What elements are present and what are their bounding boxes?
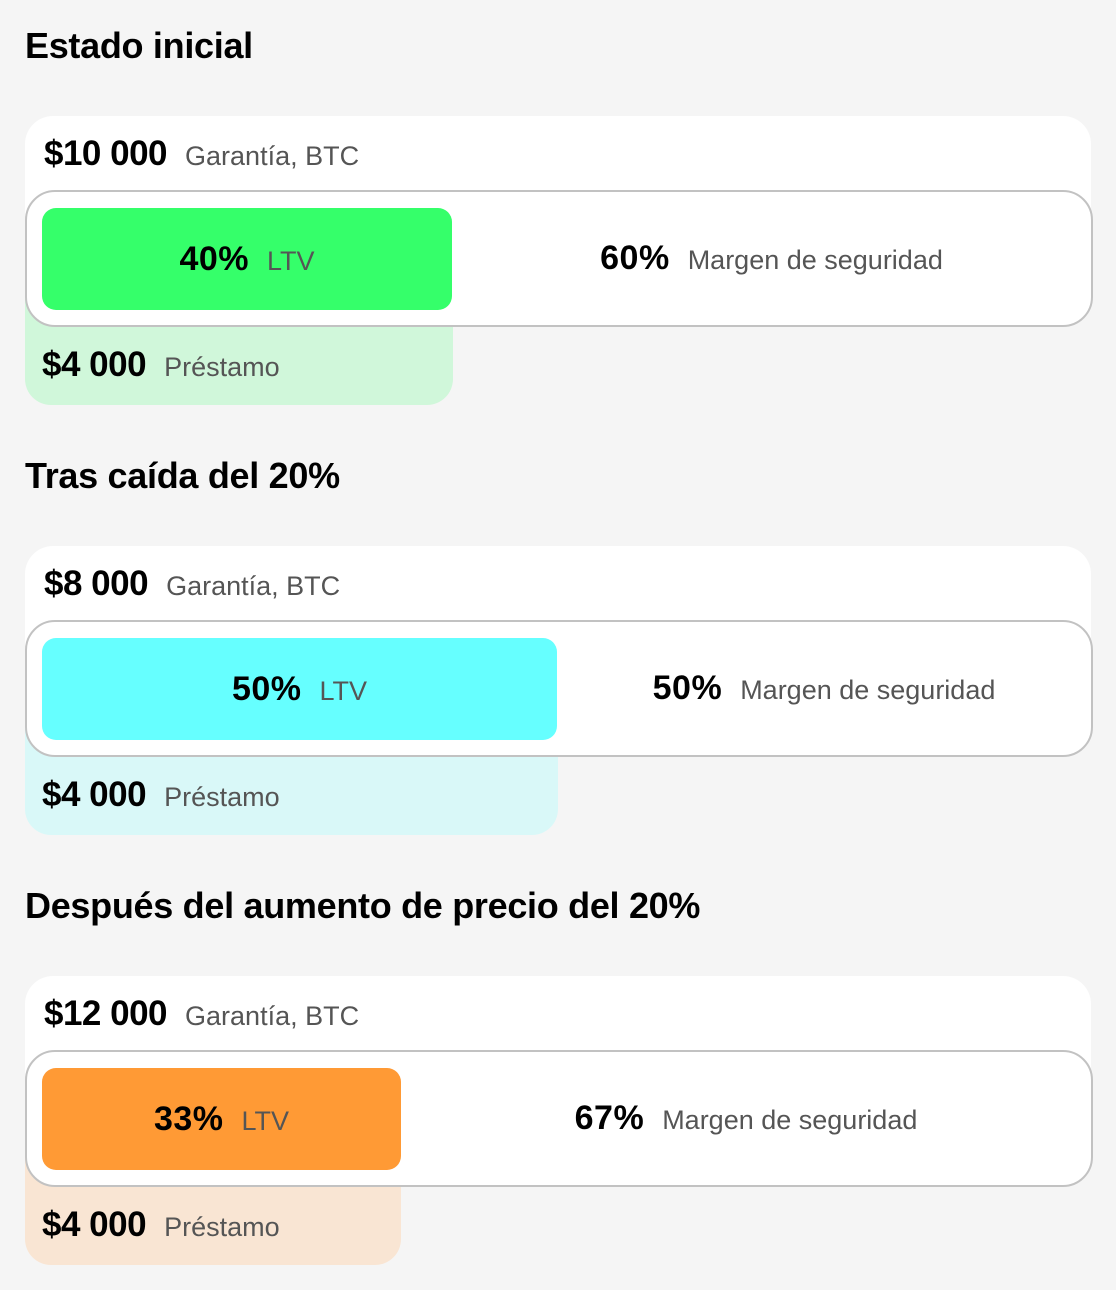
collateral-info: $8 000 Garantía, BTC [44, 564, 340, 604]
loan-label: Préstamo [164, 1212, 280, 1242]
ltv-fill: 40% LTV [42, 208, 452, 310]
ltv-bar: 50% LTV 50% Margen de seguridad [25, 620, 1093, 757]
ltv-percent: 33% [153, 1099, 224, 1138]
collateral-amount: $8 000 [44, 564, 149, 603]
section-after-drop: Tras caída del 20% $4 000 Préstamo $8 00… [0, 430, 1116, 860]
section-after-increase: Después del aumento de precio del 20% $4… [0, 860, 1116, 1290]
loan-info: $4 000 Préstamo [42, 1205, 280, 1245]
margin-label: Margen de seguridad [687, 245, 943, 275]
collateral-label: Garantía, BTC [166, 571, 341, 601]
collateral-info: $12 000 Garantía, BTC [44, 994, 359, 1034]
collateral-amount: $12 000 [44, 994, 168, 1033]
collateral-label: Garantía, BTC [185, 1001, 360, 1031]
loan-info: $4 000 Préstamo [42, 345, 280, 385]
section-title: Tras caída del 20% [25, 455, 340, 496]
ltv-percent: 50% [231, 669, 302, 708]
safety-margin: 67% Margen de seguridad [401, 1052, 1091, 1185]
ltv-bar: 33% LTV 67% Margen de seguridad [25, 1050, 1093, 1187]
safety-margin: 50% Margen de seguridad [557, 622, 1091, 755]
section-title: Estado inicial [25, 25, 253, 66]
ltv-label: LTV [241, 1105, 290, 1136]
margin-percent: 67% [574, 1099, 645, 1137]
ltv-fill: 33% LTV [42, 1068, 401, 1170]
safety-margin: 60% Margen de seguridad [452, 192, 1091, 325]
loan-amount: $4 000 [42, 345, 147, 384]
loan-info: $4 000 Préstamo [42, 775, 280, 815]
margin-label: Margen de seguridad [662, 1105, 918, 1135]
loan-label: Préstamo [164, 782, 280, 812]
section-initial-state: Estado inicial $4 000 Préstamo $10 000 G… [0, 0, 1116, 430]
ltv-percent: 40% [179, 239, 250, 278]
ltv-label: LTV [319, 675, 368, 706]
loan-amount: $4 000 [42, 775, 147, 814]
margin-percent: 60% [600, 239, 670, 277]
section-title: Después del aumento de precio del 20% [25, 885, 701, 926]
collateral-amount: $10 000 [44, 134, 168, 173]
collateral-info: $10 000 Garantía, BTC [44, 134, 359, 174]
margin-label: Margen de seguridad [740, 675, 996, 705]
margin-percent: 50% [652, 669, 723, 707]
collateral-label: Garantía, BTC [185, 141, 360, 171]
ltv-label: LTV [267, 245, 315, 276]
loan-label: Préstamo [164, 352, 280, 382]
loan-amount: $4 000 [42, 1205, 147, 1244]
ltv-fill: 50% LTV [42, 638, 557, 740]
ltv-bar: 40% LTV 60% Margen de seguridad [25, 190, 1093, 327]
